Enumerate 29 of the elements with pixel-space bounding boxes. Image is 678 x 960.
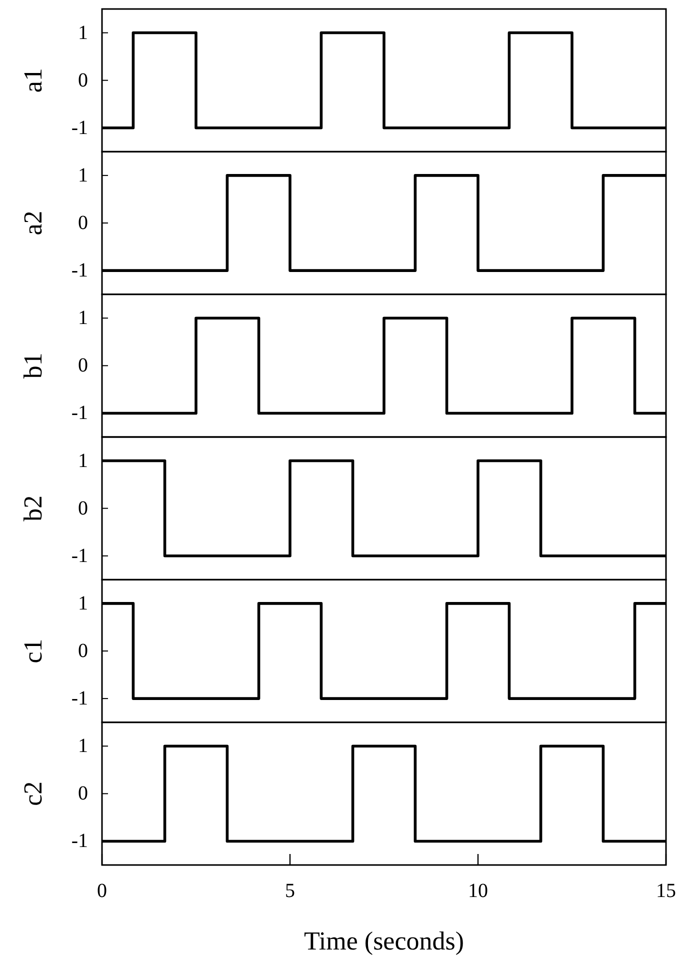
y-tick-label: 1: [78, 22, 88, 44]
y-axis-title: b2: [18, 495, 48, 522]
y-tick-label: 1: [78, 735, 88, 758]
y-tick-label: 0: [78, 212, 88, 234]
y-tick-label: -1: [71, 544, 88, 567]
y-tick-label: 0: [78, 69, 88, 92]
y-tick-label: 1: [78, 450, 88, 472]
y-tick-label: -1: [71, 260, 88, 282]
x-tick-label: 15: [656, 880, 676, 902]
y-tick-label: -1: [71, 402, 88, 424]
y-tick-label: 1: [78, 307, 88, 330]
x-tick-label: 5: [285, 880, 295, 902]
y-tick-label: 1: [78, 592, 88, 614]
y-tick-label: 0: [78, 640, 88, 662]
y-tick-label: 0: [78, 354, 88, 377]
y-tick-label: -1: [71, 116, 88, 139]
y-axis-title: c2: [18, 781, 48, 806]
x-tick-label: 0: [97, 880, 107, 902]
y-tick-label: -1: [71, 830, 88, 852]
y-tick-label: 0: [78, 782, 88, 805]
y-axis-title: a1: [18, 68, 48, 93]
y-axis-title: c1: [18, 638, 48, 664]
y-tick-label: -1: [71, 688, 88, 710]
x-axis-title: Time (seconds): [304, 926, 464, 956]
y-tick-label: 0: [78, 497, 88, 520]
y-axis-title: a2: [18, 210, 48, 236]
y-axis-title: b1: [18, 352, 48, 379]
y-tick-label: 1: [78, 164, 88, 186]
x-tick-label: 10: [468, 880, 488, 902]
